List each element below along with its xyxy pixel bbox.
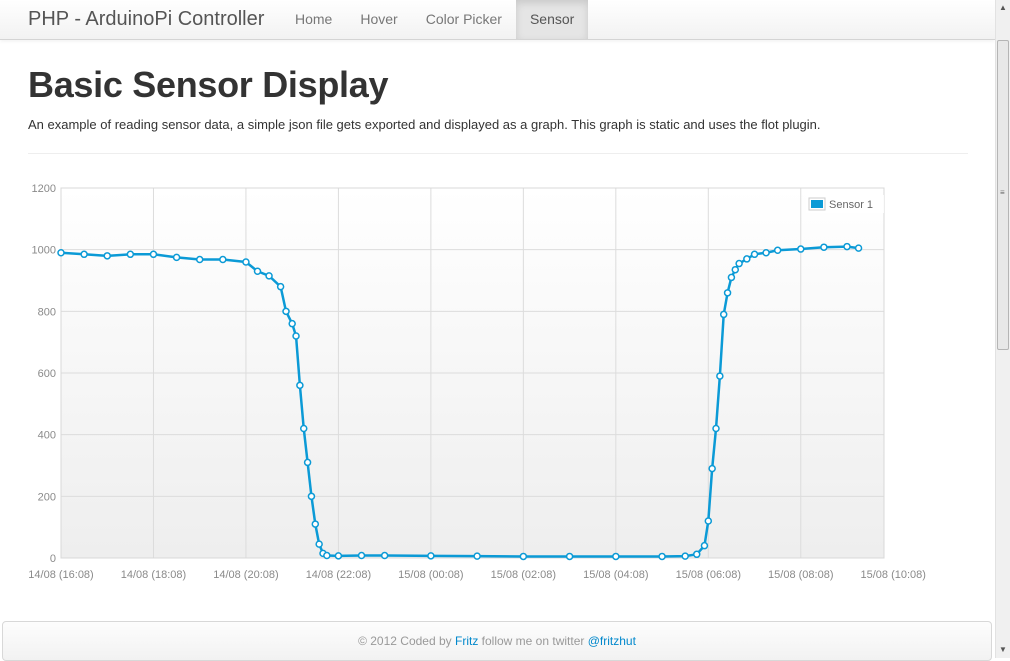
data-point bbox=[700, 541, 709, 550]
data-point bbox=[242, 258, 250, 266]
x-tick-label: 15/08 (06:08) bbox=[676, 569, 741, 581]
scroll-grip-icon: ≡ bbox=[1000, 188, 1005, 197]
y-tick-label: 600 bbox=[38, 368, 56, 380]
data-point bbox=[126, 250, 135, 259]
data-point bbox=[288, 319, 296, 328]
data-point bbox=[762, 249, 770, 257]
data-point bbox=[292, 332, 300, 340]
x-axis: 14/08 (16:08) 14/08 (18:08) 14/08 (20:08) 1… bbox=[28, 569, 926, 581]
data-point bbox=[103, 252, 111, 260]
data-point bbox=[311, 520, 320, 528]
nav-item-color-picker[interactable]: Color Picker bbox=[425, 11, 502, 27]
footer-copyright: © 2012 Coded by bbox=[358, 634, 455, 648]
data-point bbox=[727, 273, 736, 282]
page-title: Basic Sensor Display bbox=[28, 64, 389, 105]
brand-link[interactable]: PHP - ArduinoPi Controller bbox=[28, 8, 265, 30]
y-tick-label: 200 bbox=[38, 491, 56, 503]
y-tick-label: 0 bbox=[50, 553, 56, 565]
navbar: PHP - ArduinoPi Controller Home Hover Co… bbox=[0, 0, 995, 40]
scroll-thumb[interactable]: ≡ bbox=[997, 40, 1009, 350]
data-point bbox=[323, 551, 331, 560]
data-point bbox=[219, 255, 227, 264]
data-point bbox=[282, 307, 290, 316]
plot-border bbox=[60, 187, 885, 559]
data-point bbox=[195, 255, 204, 264]
vertical-scrollbar[interactable]: ▲ ≡ ▼ bbox=[995, 0, 1010, 658]
data-point bbox=[307, 492, 316, 501]
y-tick-label: 800 bbox=[38, 306, 56, 318]
data-point bbox=[296, 381, 304, 390]
nav-menu: Home Hover Color Picker Sensor bbox=[281, 0, 589, 40]
data-point bbox=[473, 552, 481, 560]
divider bbox=[28, 153, 968, 154]
data-point bbox=[719, 310, 728, 319]
data-point bbox=[612, 552, 620, 561]
data-point bbox=[797, 245, 805, 253]
data-point bbox=[731, 265, 740, 274]
data-point bbox=[519, 552, 528, 561]
legend-swatch bbox=[811, 200, 823, 208]
data-point bbox=[854, 244, 863, 252]
x-tick-label: 15/08 (00:08) bbox=[398, 569, 463, 581]
nav-item-hover[interactable]: Hover bbox=[360, 11, 398, 27]
data-point bbox=[565, 552, 574, 561]
data-point bbox=[303, 458, 312, 467]
data-point bbox=[80, 250, 88, 259]
legend-label: Sensor 1 bbox=[829, 199, 873, 211]
page-description: An example of reading sensor data, a sim… bbox=[28, 117, 821, 132]
scroll-down-arrow-icon[interactable]: ▼ bbox=[999, 645, 1007, 654]
data-point bbox=[334, 552, 343, 560]
x-tick-label: 15/08 (04:08) bbox=[583, 569, 648, 581]
data-point bbox=[712, 424, 720, 433]
data-point bbox=[750, 250, 759, 259]
data-point bbox=[172, 253, 181, 262]
data-point bbox=[708, 464, 716, 473]
data-point bbox=[357, 551, 366, 560]
data-point bbox=[820, 243, 828, 251]
data-point bbox=[427, 552, 435, 560]
y-axis: 0 200 400 600 800 1000 1200 bbox=[32, 183, 56, 565]
data-point bbox=[658, 552, 666, 561]
scroll-up-arrow-icon[interactable]: ▲ bbox=[999, 3, 1007, 12]
data-point bbox=[57, 249, 65, 257]
data-point bbox=[253, 267, 262, 275]
x-tick-label: 14/08 (16:08) bbox=[28, 569, 93, 581]
data-point bbox=[716, 372, 724, 380]
data-point bbox=[692, 550, 701, 559]
nav-item-home[interactable]: Home bbox=[295, 11, 333, 27]
data-point bbox=[743, 255, 751, 263]
twitter-link[interactable]: @fritzhut bbox=[587, 634, 636, 648]
x-tick-label: 14/08 (22:08) bbox=[306, 569, 371, 581]
data-point bbox=[735, 259, 743, 268]
x-tick-label: 14/08 (20:08) bbox=[213, 569, 278, 581]
data-point bbox=[704, 517, 713, 525]
y-tick-label: 400 bbox=[38, 430, 56, 442]
footer: © 2012 Coded by Fritz follow me on twitt… bbox=[2, 621, 992, 661]
nav-item-sensor[interactable]: Sensor bbox=[515, 0, 589, 39]
data-point bbox=[380, 551, 389, 560]
data-point bbox=[315, 540, 323, 548]
x-tick-label: 14/08 (18:08) bbox=[121, 569, 186, 581]
footer-follow-text: follow me on twitter bbox=[478, 634, 588, 648]
data-point bbox=[723, 289, 732, 297]
x-tick-label: 15/08 (02:08) bbox=[491, 569, 556, 581]
data-point bbox=[773, 246, 782, 255]
author-link[interactable]: Fritz bbox=[455, 634, 479, 648]
data-point bbox=[843, 242, 851, 251]
x-tick-label: 15/08 (10:08) bbox=[861, 569, 926, 581]
y-tick-label: 1000 bbox=[32, 245, 56, 257]
data-point bbox=[276, 282, 285, 291]
data-point bbox=[265, 272, 273, 280]
y-tick-label: 1200 bbox=[32, 183, 56, 195]
x-tick-label: 15/08 (08:08) bbox=[768, 569, 833, 581]
series-sensor-1 bbox=[57, 242, 863, 561]
data-point bbox=[681, 552, 689, 560]
data-point bbox=[149, 250, 158, 259]
data-point bbox=[299, 424, 308, 433]
chart-legend: Sensor 1 bbox=[806, 195, 884, 213]
